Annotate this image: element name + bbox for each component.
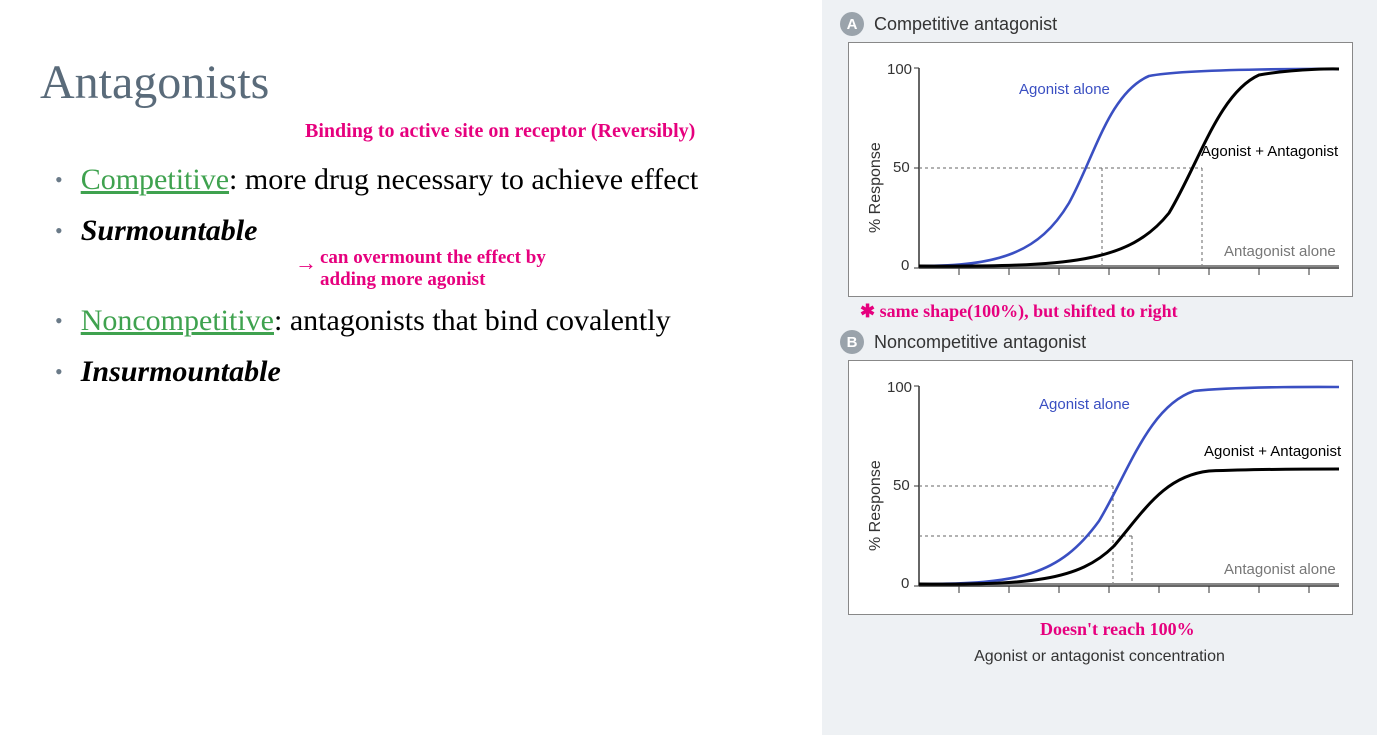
term-competitive: Competitive — [81, 163, 229, 196]
term-insurmountable: Insurmountable — [81, 352, 281, 393]
noncompetitive-rest: : antagonists that bind covalently — [274, 304, 671, 337]
annotation-binding: Binding to active site on receptor (Reve… — [305, 120, 695, 142]
chart-b-label-antag-alone: Antagonist alone — [1224, 561, 1336, 578]
panel-a-header: A Competitive antagonist — [840, 12, 1359, 36]
bullet-text: Noncompetitive: antagonists that bind co… — [81, 301, 671, 342]
annotation-arrow: → — [295, 250, 317, 276]
annotation-overmount-l2: adding more agonist — [320, 270, 485, 291]
bullet-dot: • — [55, 359, 63, 385]
panel-b-title: Noncompetitive antagonist — [874, 332, 1086, 353]
panel-b-header: B Noncompetitive antagonist — [840, 330, 1359, 354]
chart-b-label-ag-antag: Agonist + Antagonist — [1204, 443, 1341, 460]
chart-b-label-agonist-alone: Agonist alone — [1039, 396, 1130, 413]
figure-panel: A Competitive antagonist % Response 100 … — [822, 0, 1377, 735]
bullet-dot: • — [55, 218, 63, 244]
bullet-dot: • — [55, 167, 63, 193]
bullet-competitive: • Competitive: more drug necessary to ac… — [55, 160, 775, 201]
panel-letter-a: A — [840, 12, 864, 36]
chart-a: % Response 100 50 0 — [848, 42, 1353, 297]
page-title: Antagonists — [40, 55, 269, 110]
annotation-doesnt-reach: Doesn't reach 100% — [1040, 619, 1359, 640]
competitive-rest: : more drug necessary to achieve effect — [229, 163, 698, 196]
chart-a-label-agonist-alone: Agonist alone — [1019, 81, 1110, 98]
panel-letter-b: B — [840, 330, 864, 354]
bullet-surmountable: • Surmountable — [55, 211, 775, 252]
term-surmountable: Surmountable — [81, 211, 258, 252]
chart-b: % Response 100 50 0 — [848, 360, 1353, 615]
bullet-text: Competitive: more drug necessary to achi… — [81, 160, 699, 201]
chart-a-label-ag-antag: Agonist + Antagonist — [1201, 143, 1338, 160]
chart-xlabel: Agonist or antagonist concentration — [840, 648, 1359, 666]
chart-a-label-antag-alone: Antagonist alone — [1224, 243, 1336, 260]
annotation-same-shape: ✱ same shape(100%), but shifted to right — [860, 301, 1359, 322]
bullet-insurmountable: • Insurmountable — [55, 352, 775, 393]
term-noncompetitive: Noncompetitive — [81, 304, 274, 337]
panel-a-title: Competitive antagonist — [874, 14, 1057, 35]
bullet-noncompetitive: • Noncompetitive: antagonists that bind … — [55, 301, 775, 342]
bullet-dot: • — [55, 308, 63, 334]
annotation-overmount-l1: can overmount the effect by — [320, 248, 546, 269]
